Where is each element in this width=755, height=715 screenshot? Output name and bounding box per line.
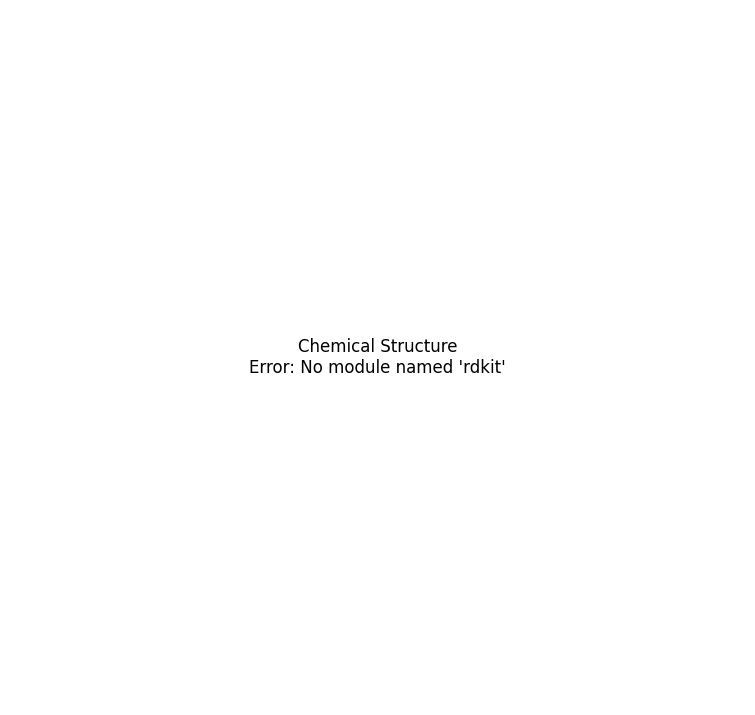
Text: Chemical Structure
Error: No module named 'rdkit': Chemical Structure Error: No module name… xyxy=(249,338,506,377)
